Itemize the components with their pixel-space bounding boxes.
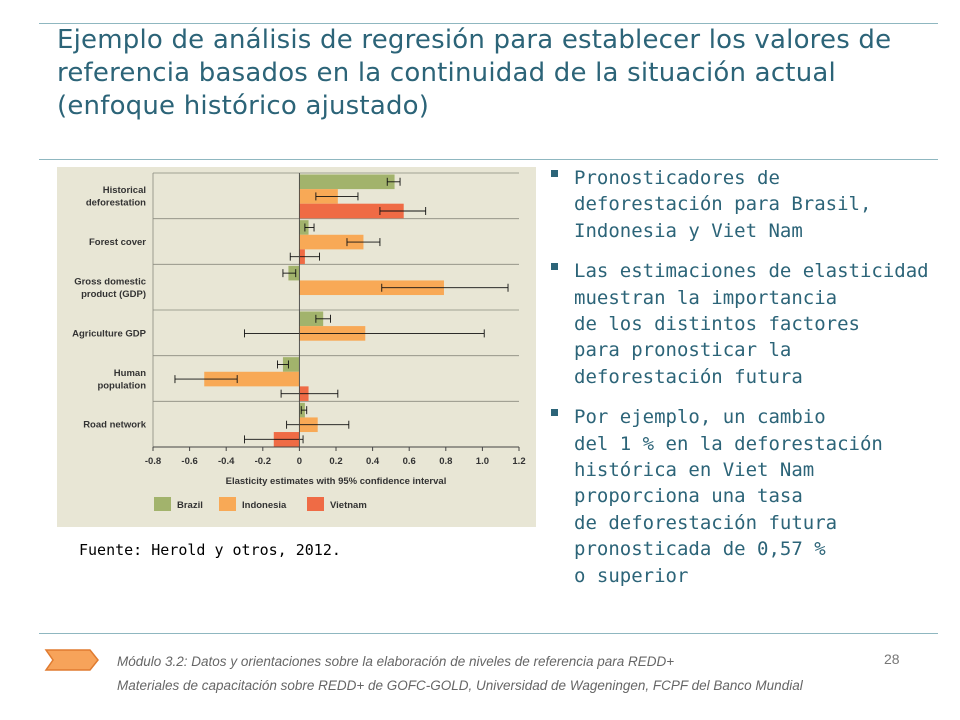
x-tick-label: 0.4 bbox=[366, 456, 380, 467]
x-tick-label: 0.8 bbox=[439, 456, 452, 467]
bar-brazil bbox=[299, 311, 324, 327]
x-tick-label: 0.2 bbox=[329, 456, 342, 467]
bullet-square-icon bbox=[551, 263, 558, 271]
bullet-item: Pronosticadores de deforestación para Br… bbox=[550, 165, 940, 244]
legend-label: Vietnam bbox=[330, 500, 367, 511]
category-label: Historical bbox=[103, 185, 146, 196]
category-label: Forest cover bbox=[89, 237, 146, 248]
page-number: 28 bbox=[884, 651, 900, 667]
bullet-square-icon bbox=[551, 409, 558, 417]
bar-vietnam bbox=[299, 203, 404, 219]
bar-brazil bbox=[299, 174, 395, 190]
bullet-text: Por ejemplo, un cambio del 1 % en la def… bbox=[574, 406, 883, 587]
x-axis-title: Elasticity estimates with 95% confidence… bbox=[226, 476, 447, 487]
bar-indonesia bbox=[204, 371, 300, 387]
category-label: Gross domestic bbox=[74, 276, 146, 287]
legend-label: Brazil bbox=[177, 500, 203, 511]
category-label: Road network bbox=[83, 420, 147, 431]
bullet-text: Las estimaciones de elasticidad muestran… bbox=[574, 260, 929, 388]
legend-swatch-vietnam bbox=[307, 497, 324, 511]
x-tick-label: 0 bbox=[297, 456, 302, 467]
category-label: deforestation bbox=[86, 198, 146, 209]
bullet-text: Pronosticadores de deforestación para Br… bbox=[574, 167, 872, 242]
elasticity-chart: -0.8 -0.6 -0.4 -0.2 0 0.2 0.4 0.6 0.8 1.0 1.2 Elast… bbox=[57, 167, 536, 527]
footer-rule bbox=[39, 633, 938, 634]
bullet-item: Por ejemplo, un cambio del 1 % en la def… bbox=[550, 404, 940, 589]
legend-label: Indonesia bbox=[242, 500, 287, 511]
bar-indonesia bbox=[299, 280, 444, 296]
top-rule bbox=[39, 23, 938, 24]
source-citation: Fuente: Herold y otros, 2012. bbox=[79, 541, 341, 559]
category-label: product (GDP) bbox=[81, 289, 146, 300]
x-tick-label: 1.0 bbox=[476, 456, 489, 467]
title-rule bbox=[39, 159, 938, 160]
x-tick-label: 0.6 bbox=[403, 456, 416, 467]
bullet-item: Las estimaciones de elasticidad muestran… bbox=[550, 258, 940, 390]
x-tick-label: 1.2 bbox=[512, 456, 525, 467]
slide-title: Ejemplo de análisis de regresión para es… bbox=[57, 25, 892, 121]
bullet-square-icon bbox=[551, 170, 558, 177]
chart-background bbox=[57, 167, 536, 527]
footer-materials-line: Materiales de capacitación sobre REDD+ d… bbox=[117, 678, 803, 693]
bullet-list: Pronosticadores de deforestación para Br… bbox=[550, 165, 940, 603]
x-tick-label: -0.6 bbox=[181, 456, 197, 467]
footer-arrow-icon bbox=[44, 649, 99, 671]
x-tick-label: -0.8 bbox=[145, 456, 161, 467]
legend-swatch-indonesia bbox=[219, 497, 236, 511]
elasticity-chart-svg: -0.8 -0.6 -0.4 -0.2 0 0.2 0.4 0.6 0.8 1.0 1.2 Elast… bbox=[57, 167, 536, 527]
x-tick-label: -0.2 bbox=[255, 456, 271, 467]
bar-brazil bbox=[282, 357, 300, 372]
bar-brazil bbox=[299, 220, 309, 235]
bar-indonesia bbox=[299, 234, 364, 250]
category-label: population bbox=[97, 380, 146, 391]
legend-swatch-brazil bbox=[154, 497, 171, 511]
category-label: Agriculture GDP bbox=[72, 328, 147, 339]
category-label: Human bbox=[114, 368, 146, 379]
x-tick-label: -0.4 bbox=[218, 456, 235, 467]
footer-module-line: Módulo 3.2: Datos y orientaciones sobre … bbox=[117, 654, 675, 669]
